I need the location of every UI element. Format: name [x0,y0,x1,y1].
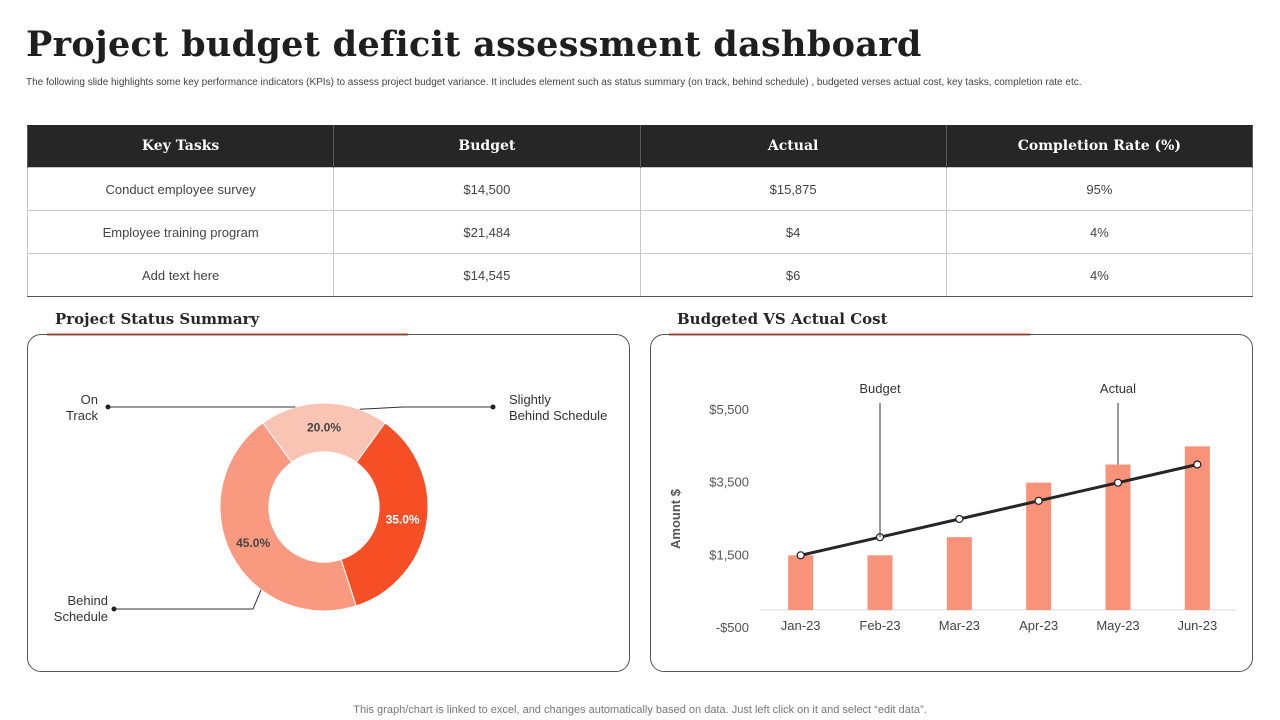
leader-dot-on-track [105,404,111,410]
donut-value-label-behind-schedule: 45.0% [236,536,270,550]
donut-slice-slightly-behind-schedule [340,422,429,607]
category-label-behind-schedule: Behind [68,593,108,608]
task-name-cell: Conduct employee survey [26,167,335,211]
key-tasks-table: Key Tasks Budget Actual Completion Rate … [26,125,1254,297]
category-label-behind-schedule: Schedule [54,609,108,624]
x-tick-label: Jun-23 [1177,618,1217,633]
table-row: Conduct employee survey $14,500 $15,875 … [26,167,1254,211]
leader-dot-behind-schedule [111,606,117,612]
budget-cell: $21,484 [333,210,641,254]
cost-chart-panel: $5,500 $3,500 $1,500 -$500 Amount $ Jan-23 Feb… [650,334,1253,672]
table-row: Add text here $14,545 $6 4% [26,253,1254,297]
column-header-key-tasks: Key Tasks [26,125,335,168]
category-label-slightly-behind-schedule: Behind Schedule [509,408,607,423]
column-header-actual: Actual [639,125,947,168]
actual-cell: $6 [639,253,947,297]
table-header-row: Key Tasks Budget Actual Completion Rate … [26,125,1254,168]
budget-cell: $14,500 [333,167,641,211]
budget-point-jun-23 [1193,460,1202,469]
budget-callout-label: Budget [859,381,901,396]
x-tick-label: Apr-23 [1019,618,1058,633]
category-label-slightly-behind-schedule: Slightly [509,392,551,407]
category-label-on-track: Track [66,408,99,423]
page-subtitle: The following slide highlights some key … [26,77,1082,88]
budget-trend-line [800,463,1198,557]
budget-point-may-23 [1113,478,1123,487]
donut-value-label-on-track: 20.0% [307,420,341,434]
page-title: Project budget deficit assessment dashbo… [26,24,922,65]
footer-note: This graph/chart is linked to excel, and… [353,704,927,716]
budget-point-mar-23 [955,514,964,524]
budget-vs-actual-chart: $5,500 $3,500 $1,500 -$500 Amount $ Jan-23 Feb… [668,381,1237,635]
task-name-cell: Employee training program [26,210,335,254]
budget-cell: $14,545 [333,253,641,297]
column-header-completion-rate: Completion Rate (%) [945,125,1254,168]
status-summary-panel: 20.0% 35.0% 45.0% On Track Slightly Behind Sch… [27,334,630,672]
x-tick-label: May-23 [1096,618,1139,633]
completion-rate-cell: 4% [945,253,1254,297]
actual-cell: $15,875 [639,167,947,211]
budget-point-jan-23 [796,551,805,560]
y-axis-title: Amount $ [668,488,683,549]
leader-dot-slightly-behind-schedule [490,404,496,410]
status-summary-title: Project Status Summary [55,310,260,328]
budget-point-apr-23 [1034,496,1043,505]
actual-cell: $4 [639,210,947,254]
leader-line-slightly-behind-schedule [359,406,493,410]
y-tick-label: $5,500 [709,402,749,417]
x-tick-label: Mar-23 [939,618,980,633]
bar-actual-jan-23 [788,555,814,610]
x-tick-label: Feb-23 [859,618,900,633]
bar-actual-may-23 [1105,464,1131,610]
leader-line-behind-schedule [114,589,262,610]
category-label-on-track: On [81,392,98,407]
task-name-cell: Add text here [26,253,335,297]
donut-slice-behind-schedule [219,422,357,612]
table-row: Employee training program $21,484 $4 4% [26,210,1254,254]
bar-actual-jun-23 [1184,446,1210,610]
column-header-budget: Budget [333,125,641,168]
y-tick-label: -$500 [716,620,749,635]
completion-rate-cell: 4% [945,210,1254,254]
completion-rate-cell: 95% [945,167,1254,211]
bar-actual-mar-23 [946,537,972,610]
bar-actual-feb-23 [867,555,893,610]
cost-chart-title: Budgeted VS Actual Cost [677,310,888,328]
x-tick-label: Jan-23 [781,618,821,633]
y-tick-label: $3,500 [709,475,749,490]
actual-callout-label: Actual [1100,381,1136,396]
donut-value-label-slightly-behind-schedule: 35.0% [386,512,420,526]
y-tick-label: $1,500 [709,547,749,562]
